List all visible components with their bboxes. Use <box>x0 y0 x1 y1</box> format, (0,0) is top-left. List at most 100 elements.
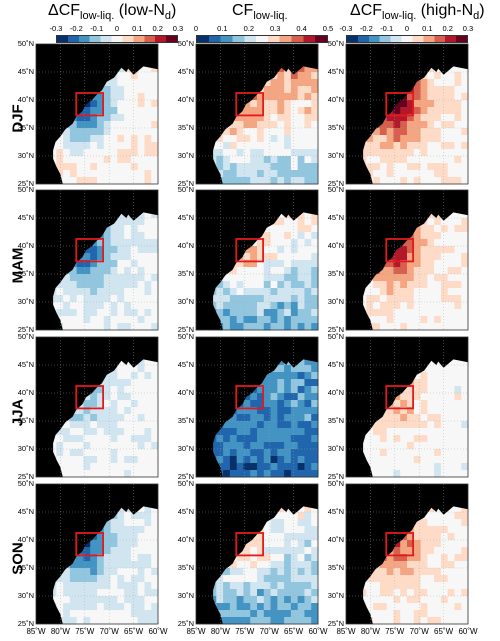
latitude-tick-label: 40˚N <box>177 241 194 250</box>
colorbar-tick-label: 0.3 <box>172 24 184 33</box>
heatmap-cell <box>263 107 272 115</box>
heatmap-cell <box>243 316 251 324</box>
heatmap-cell <box>277 379 285 387</box>
heatmap-cell <box>400 281 408 289</box>
heatmap-cell <box>144 107 152 115</box>
heatmap-cell <box>434 617 442 625</box>
heatmap-cell <box>366 435 374 443</box>
heatmap-cell <box>151 135 159 143</box>
map-panel-son-0 <box>35 483 159 625</box>
map-panel-djf-1 <box>195 43 319 185</box>
heatmap-cell <box>250 561 258 569</box>
heatmap-cell <box>311 414 319 422</box>
latitude-tick-label: 50˚N <box>327 332 344 341</box>
heatmap-cell <box>393 603 401 611</box>
heatmap-cell <box>434 163 442 171</box>
heatmap-cell <box>97 442 105 450</box>
heatmap-cell <box>454 86 462 94</box>
heatmap-cell <box>137 79 145 87</box>
heatmap-cell <box>90 274 98 282</box>
heatmap-cell <box>257 309 265 317</box>
heatmap-cell <box>90 554 98 562</box>
heatmap-cell <box>284 135 292 143</box>
heatmap-cell <box>386 589 394 597</box>
heatmap-cell <box>434 135 442 143</box>
heatmap-cell <box>229 295 238 303</box>
heatmap-cell <box>304 358 312 366</box>
land-mask-northeast <box>421 337 468 368</box>
heatmap-cell <box>400 163 408 171</box>
heatmap-cell <box>311 512 319 520</box>
heatmap-cell <box>386 561 394 569</box>
heatmap-cell <box>290 526 299 534</box>
heatmap-cell <box>144 135 152 143</box>
heatmap-cell <box>454 225 462 233</box>
heatmap-cell <box>243 547 251 555</box>
heatmap-cell <box>144 281 152 289</box>
heatmap-cell <box>427 93 435 101</box>
heatmap-cell <box>97 435 105 443</box>
heatmap-cell <box>151 149 159 157</box>
heatmap-cell <box>447 218 455 226</box>
heatmap-cell <box>97 533 105 541</box>
heatmap-cell <box>434 540 442 548</box>
heatmap-cell <box>56 295 64 303</box>
heatmap-cell <box>447 177 455 185</box>
heatmap-cell <box>209 589 217 597</box>
heatmap-cell <box>447 260 455 268</box>
heatmap-cell <box>270 547 278 555</box>
heatmap-cell <box>413 239 422 247</box>
latitude-tick-label: 30˚N <box>17 151 34 160</box>
heatmap-cell <box>124 442 132 450</box>
heatmap-cell <box>386 603 394 611</box>
heatmap-cell <box>393 568 401 576</box>
heatmap-cell <box>90 463 98 471</box>
heatmap-cell <box>290 170 299 178</box>
heatmap-cell <box>90 610 98 618</box>
heatmap-cell <box>454 386 462 394</box>
heatmap-cell <box>311 246 319 254</box>
heatmap-cell <box>284 295 292 303</box>
heatmap-cell <box>304 407 312 415</box>
heatmap-cell <box>420 121 428 129</box>
heatmap-cell <box>103 589 112 597</box>
heatmap-cell <box>130 274 139 282</box>
heatmap-cell <box>130 316 139 324</box>
heatmap-cell <box>311 177 319 185</box>
heatmap-cell <box>297 295 305 303</box>
longitude-tick-label: 65˚W <box>434 627 454 636</box>
heatmap-cell <box>427 526 435 534</box>
heatmap-cell <box>69 596 78 604</box>
heatmap-cell <box>290 449 299 457</box>
heatmap-cell <box>270 79 278 87</box>
heatmap-cell <box>373 582 381 590</box>
heatmap-cell <box>386 274 394 282</box>
heatmap-cell <box>250 603 258 611</box>
heatmap-cell <box>427 121 435 129</box>
heatmap-cell <box>110 533 118 541</box>
heatmap-cell <box>447 170 455 178</box>
heatmap-cell <box>250 435 258 443</box>
heatmap-cell <box>270 149 278 157</box>
heatmap-cell <box>257 239 265 247</box>
heatmap-cell <box>144 211 152 219</box>
heatmap-cell <box>144 554 152 562</box>
heatmap-cell <box>297 554 305 562</box>
heatmap-cell <box>447 603 455 611</box>
heatmap-cell <box>151 379 159 387</box>
heatmap-cell <box>97 93 105 101</box>
heatmap-cell <box>434 421 442 429</box>
heatmap-cell <box>277 253 285 261</box>
heatmap-cell <box>440 365 449 373</box>
heatmap-cell <box>447 449 455 457</box>
heatmap-cell <box>434 526 442 534</box>
latitude-tick-label: 40˚N <box>17 95 34 104</box>
heatmap-cell <box>263 260 272 268</box>
heatmap-cell <box>103 393 112 401</box>
heatmap-cell <box>236 617 244 625</box>
heatmap-cell <box>110 302 118 310</box>
heatmap-cell <box>440 596 449 604</box>
heatmap-cell <box>83 156 91 164</box>
heatmap-cell <box>110 128 118 136</box>
heatmap-cell <box>137 323 145 331</box>
